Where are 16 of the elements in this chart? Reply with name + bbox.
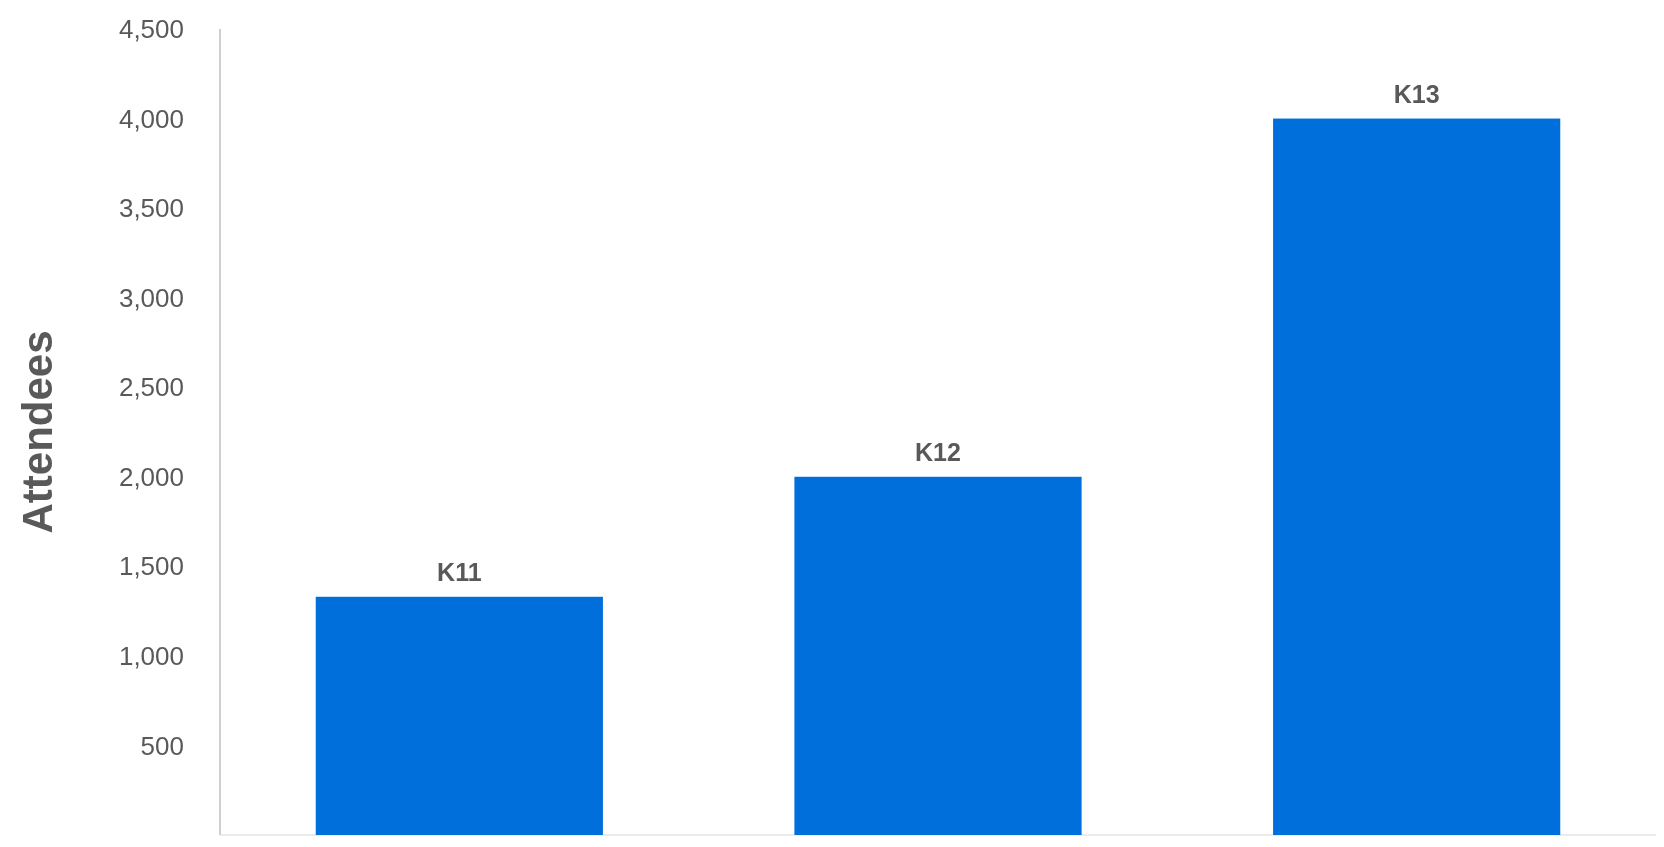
- x-tick-label: K11: [437, 557, 482, 586]
- y-tick-label: 2,500: [118, 372, 184, 403]
- y-axis-title: Attendees: [14, 330, 61, 534]
- bar: [1273, 118, 1561, 835]
- y-tick-label: 4,000: [118, 103, 184, 134]
- y-tick-label: 2,000: [118, 461, 184, 492]
- bar: [794, 476, 1082, 835]
- x-tick-label: K12: [915, 437, 961, 466]
- y-tick-label: 3,000: [118, 282, 184, 313]
- y-tick-label: 4,500: [118, 14, 184, 45]
- y-tick-label: 1,500: [118, 551, 184, 582]
- y-tick-label: 1,000: [118, 640, 184, 671]
- y-tick-label: 3,500: [118, 193, 184, 224]
- bar: [315, 596, 603, 835]
- y-tick-label: 500: [140, 730, 184, 761]
- x-tick-label: K13: [1393, 79, 1440, 108]
